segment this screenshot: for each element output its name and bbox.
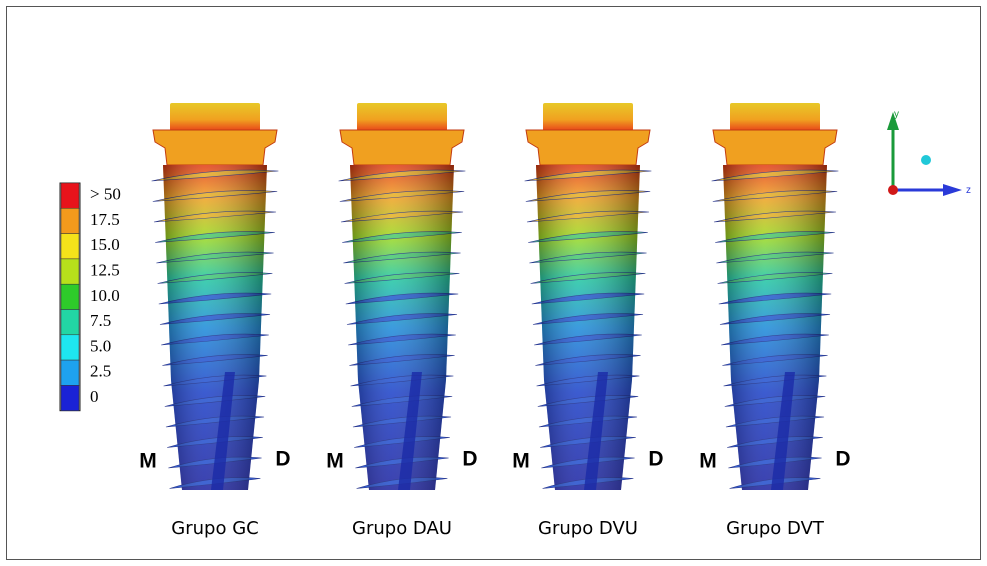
distal-label: D <box>275 448 290 471</box>
legend-swatch <box>60 208 80 234</box>
implant-collar <box>712 129 838 166</box>
implant-groove <box>211 372 235 490</box>
legend-label: 15.0 <box>90 235 120 254</box>
implant-cap <box>730 103 820 131</box>
mesial-label: M <box>699 450 717 473</box>
axis-label-z: z <box>966 185 971 196</box>
implant-groove <box>584 372 608 490</box>
mesial-label: M <box>139 450 157 473</box>
legend-label: 10.0 <box>90 286 120 305</box>
implant <box>338 103 466 490</box>
implant-shading <box>536 165 640 490</box>
mesial-label: M <box>512 450 530 473</box>
implant-collar <box>152 129 278 166</box>
distal-label: D <box>835 448 850 471</box>
legend-swatch <box>60 182 80 209</box>
legend-swatch <box>60 334 80 361</box>
implant-cap <box>170 103 260 131</box>
implant-shading <box>350 165 454 490</box>
group-label: Grupo GC <box>171 518 258 539</box>
distal-label: D <box>462 448 477 471</box>
mesial-label: M <box>326 450 344 473</box>
legend-swatch <box>60 258 80 285</box>
group-label: Grupo DVU <box>538 518 638 539</box>
legend-label: 12.5 <box>90 260 120 279</box>
implant-groove <box>771 372 795 490</box>
legend-swatch <box>60 385 80 411</box>
implant-collar <box>339 129 465 166</box>
group-label: Grupo DVT <box>726 518 825 539</box>
legend-swatch <box>60 309 80 336</box>
legend-label: 0 <box>90 387 99 406</box>
legend-label: 17.5 <box>90 210 120 229</box>
implant-cap <box>357 103 447 131</box>
group-label: Grupo DAU <box>352 518 452 539</box>
implant <box>524 103 652 490</box>
axis-triad: y z <box>887 109 971 196</box>
legend-swatch <box>60 283 80 310</box>
legend-label: 7.5 <box>90 311 111 330</box>
implant-collar <box>525 129 651 166</box>
distal-label: D <box>648 448 663 471</box>
legend-label: 2.5 <box>90 362 111 381</box>
implant-shading <box>723 165 827 490</box>
axis-label-y: y <box>894 109 899 120</box>
legend-label: > 50 <box>90 185 121 204</box>
implant-groove <box>398 372 422 490</box>
implant <box>151 103 279 490</box>
legend-swatch <box>60 233 80 260</box>
implant <box>711 103 839 490</box>
legend-label: 5.0 <box>90 336 111 355</box>
frame <box>6 6 981 560</box>
legend-swatch <box>60 359 80 386</box>
implant-shading <box>163 165 267 490</box>
implant-cap <box>543 103 633 131</box>
